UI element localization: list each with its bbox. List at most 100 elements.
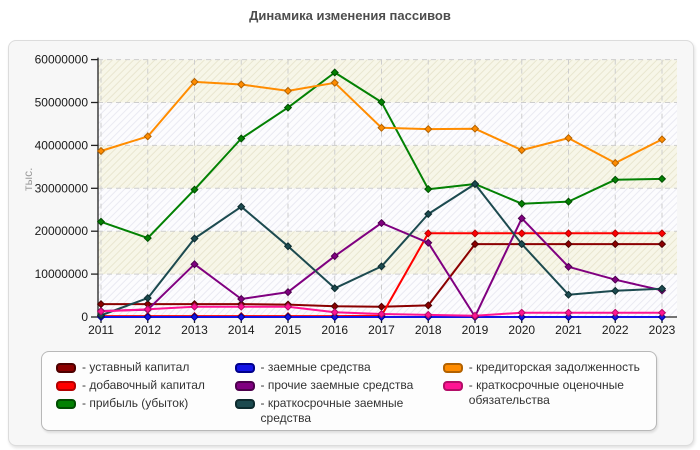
data-point bbox=[424, 301, 433, 310]
y-tick-label: 20000000 bbox=[35, 224, 89, 238]
data-point bbox=[424, 238, 433, 247]
data-point bbox=[611, 275, 620, 284]
y-tick-label: 10000000 bbox=[35, 267, 89, 281]
data-point bbox=[237, 202, 246, 211]
legend-swatch-icon bbox=[234, 399, 255, 409]
data-point bbox=[96, 307, 106, 316]
legend-label: - кредиторская задолженность bbox=[468, 360, 640, 374]
data-point bbox=[657, 239, 667, 249]
data-point bbox=[517, 229, 526, 238]
legend-label: - прибыль (убыток) bbox=[82, 396, 189, 410]
data-point bbox=[330, 78, 339, 87]
data-point bbox=[611, 312, 620, 322]
data-point bbox=[564, 262, 573, 271]
legend-swatch-icon bbox=[56, 363, 76, 373]
legend-label: - добавочный капитал bbox=[82, 378, 205, 392]
data-point bbox=[330, 284, 339, 293]
legend-item: - добавочный капитал bbox=[56, 378, 235, 393]
y-tick-label: 50000000 bbox=[35, 96, 89, 110]
data-point bbox=[470, 179, 480, 189]
data-point bbox=[143, 312, 152, 322]
data-point bbox=[190, 185, 199, 194]
data-point bbox=[564, 312, 573, 322]
data-point bbox=[377, 309, 386, 319]
data-point bbox=[424, 124, 433, 134]
data-point bbox=[237, 294, 246, 304]
data-point bbox=[657, 308, 667, 317]
legend-swatch-icon bbox=[234, 363, 255, 373]
data-point bbox=[237, 80, 246, 89]
data-point bbox=[377, 123, 386, 132]
plot-band bbox=[98, 59, 677, 103]
legend-column: - кредиторская задолженность - краткосроч… bbox=[442, 360, 656, 430]
chart-title: Динамика изменения пассивов bbox=[249, 8, 451, 23]
data-point bbox=[657, 135, 667, 144]
data-point bbox=[611, 229, 620, 238]
data-point bbox=[283, 242, 293, 251]
y-tick-label: 30000000 bbox=[35, 181, 89, 195]
legend-item: - кредиторская задолженность bbox=[442, 360, 656, 375]
plot-band bbox=[98, 145, 677, 189]
legend: - уставный капитал - добавочный капитал - … bbox=[41, 351, 657, 431]
legend-swatch-icon bbox=[234, 381, 255, 391]
data-point bbox=[283, 103, 293, 112]
data-point bbox=[330, 312, 339, 322]
legend-swatch-icon bbox=[56, 381, 76, 391]
plot-band bbox=[98, 274, 677, 317]
data-point bbox=[283, 86, 293, 96]
data-point bbox=[611, 239, 620, 249]
data-point bbox=[424, 310, 433, 319]
legend-item: - заемные средства bbox=[234, 360, 443, 375]
data-point bbox=[237, 134, 246, 143]
legend-column: - уставный капитал - добавочный капитал - … bbox=[56, 360, 235, 430]
x-tick-label: 2023 bbox=[649, 323, 676, 337]
data-point bbox=[143, 305, 152, 314]
x-tick-label: 2019 bbox=[462, 323, 489, 337]
legend-label: - краткосрочные заемные средства bbox=[260, 396, 404, 425]
data-point bbox=[190, 260, 199, 269]
legend-label: - прочие заемные средства bbox=[260, 378, 414, 392]
x-tick-label: 2022 bbox=[602, 323, 629, 337]
data-point bbox=[424, 209, 433, 219]
legend-column: - заемные средства - прочие заемные средс… bbox=[234, 360, 443, 430]
x-tick-label: 2016 bbox=[321, 323, 348, 337]
series-7 bbox=[96, 302, 667, 320]
data-point bbox=[143, 132, 152, 141]
legend-item: - прибыль (убыток) bbox=[56, 396, 235, 411]
data-point bbox=[657, 284, 667, 293]
x-tick-label: 2017 bbox=[368, 323, 395, 337]
data-point bbox=[424, 229, 433, 238]
data-point bbox=[517, 199, 526, 208]
x-tick-label: 2011 bbox=[88, 323, 114, 337]
x-tick-label: 2018 bbox=[415, 323, 442, 337]
data-point bbox=[564, 308, 573, 317]
data-point bbox=[517, 146, 526, 155]
data-point bbox=[283, 312, 293, 322]
series-2 bbox=[96, 68, 667, 243]
data-point bbox=[564, 290, 573, 299]
data-point bbox=[517, 308, 526, 317]
plot-band bbox=[98, 231, 677, 275]
legend-item: - уставный капитал bbox=[56, 360, 235, 375]
series-5 bbox=[96, 179, 667, 320]
data-point bbox=[237, 302, 246, 311]
y-tick-label: 0 bbox=[81, 310, 88, 324]
tick-labels: 0 10000000 20000000 30000000 40000000 5000000… bbox=[35, 53, 676, 337]
data-point bbox=[190, 234, 199, 243]
data-point bbox=[657, 229, 667, 238]
plot-band bbox=[98, 102, 677, 146]
data-point bbox=[190, 77, 199, 87]
plot-area: 0 10000000 20000000 30000000 40000000 5000000… bbox=[35, 53, 677, 337]
legend-swatch-icon bbox=[56, 399, 76, 409]
data-point bbox=[470, 239, 480, 249]
data-point bbox=[611, 158, 620, 168]
data-point bbox=[611, 308, 620, 317]
legend-label: - уставный капитал bbox=[82, 360, 190, 374]
data-point bbox=[190, 312, 199, 322]
data-point bbox=[330, 68, 339, 77]
data-point bbox=[517, 239, 526, 249]
data-point bbox=[377, 97, 386, 107]
x-tick-label: 2021 bbox=[555, 323, 582, 337]
y-tick-label: 60000000 bbox=[35, 53, 89, 67]
data-point bbox=[237, 312, 246, 322]
